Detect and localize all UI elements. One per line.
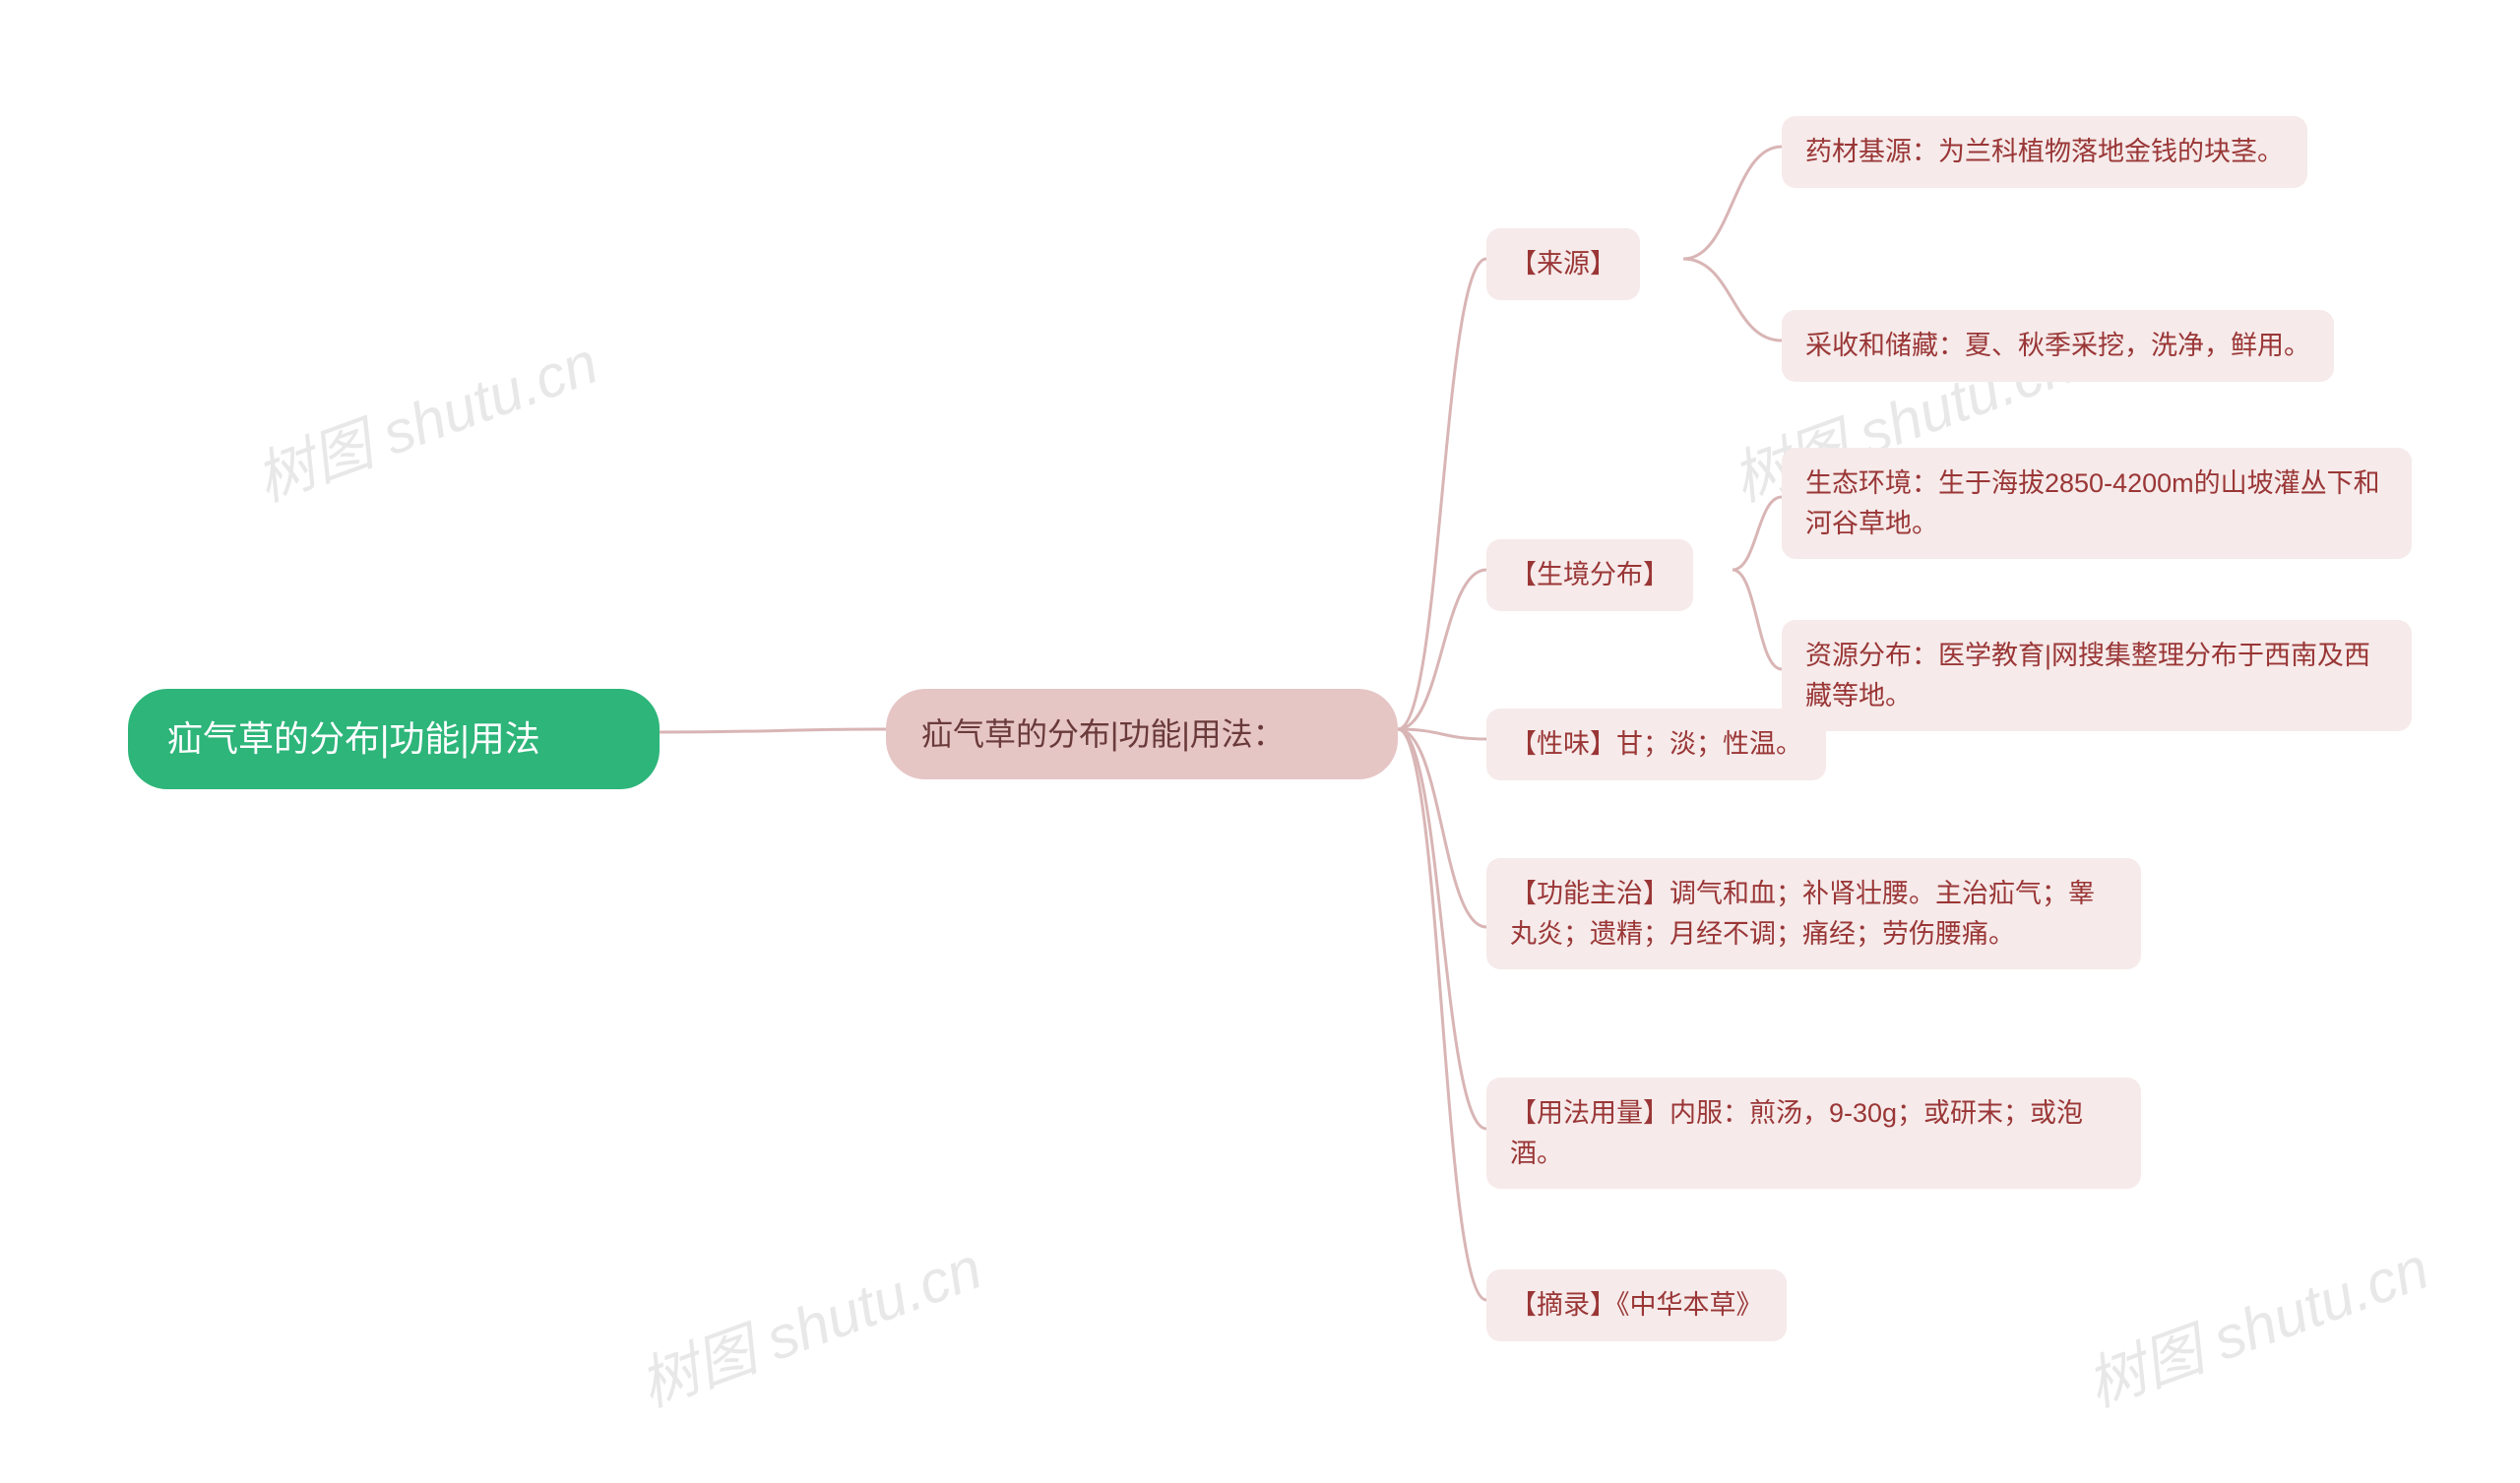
node-taste[interactable]: 【性味】甘；淡；性温。: [1486, 709, 1826, 780]
node-function[interactable]: 【功能主治】调气和血；补肾壮腰。主治疝气；睾丸炎；遗精；月经不调；痛经；劳伤腰痛…: [1486, 858, 2141, 969]
watermark: 树图 shutu.cn: [626, 1220, 991, 1423]
mindmap-canvas: 树图 shutu.cn 树图 shutu.cn 树图 shutu.cn 树图 s…: [0, 0, 2520, 1483]
watermark: 树图 shutu.cn: [2073, 1220, 2438, 1423]
node-excerpt[interactable]: 【摘录】《中华本草》: [1486, 1269, 1787, 1341]
node-source-material[interactable]: 药材基源：为兰科植物落地金钱的块茎。: [1782, 116, 2307, 188]
node-habitat-dist[interactable]: 资源分布：医学教育|网搜集整理分布于西南及西藏等地。: [1782, 620, 2412, 731]
node-usage[interactable]: 【用法用量】内服：煎汤，9-30g；或研末；或泡酒。: [1486, 1078, 2141, 1189]
sub-node-main[interactable]: 疝气草的分布|功能|用法：: [886, 689, 1398, 779]
node-source-harvest[interactable]: 采收和储藏：夏、秋季采挖，洗净，鲜用。: [1782, 310, 2334, 382]
root-node[interactable]: 疝气草的分布|功能|用法: [128, 689, 660, 789]
node-habitat[interactable]: 【生境分布】: [1486, 539, 1693, 611]
watermark: 树图 shutu.cn: [242, 315, 607, 518]
node-source[interactable]: 【来源】: [1486, 228, 1640, 300]
node-habitat-env[interactable]: 生态环境：生于海拔2850-4200m的山坡灌丛下和河谷草地。: [1782, 448, 2412, 559]
